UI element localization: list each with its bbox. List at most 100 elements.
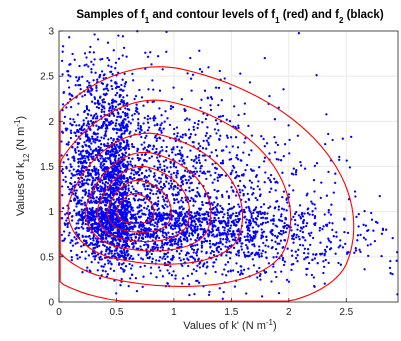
sample-point (290, 268, 293, 272)
sample-point (232, 230, 235, 234)
sample-point (155, 276, 158, 279)
sample-point (84, 222, 87, 226)
sample-point (120, 160, 123, 163)
sample-point (275, 275, 278, 279)
sample-point (93, 168, 97, 171)
sample-point (125, 249, 129, 252)
sample-point (81, 95, 84, 98)
sample-point (87, 88, 90, 92)
sample-point (149, 188, 152, 191)
sample-point (215, 241, 218, 245)
sample-point (101, 236, 105, 239)
sample-point (315, 162, 319, 165)
sample-point (119, 233, 122, 236)
sample-point (280, 270, 283, 273)
sample-point (225, 274, 228, 277)
sample-point (210, 231, 213, 234)
sample-point (155, 139, 158, 143)
sample-point (391, 236, 394, 240)
sample-point (81, 210, 84, 214)
sample-point (114, 219, 118, 222)
sample-point (253, 245, 256, 248)
sample-point (118, 102, 122, 106)
sample-point (111, 73, 114, 76)
sample-point (256, 215, 260, 218)
sample-point (177, 213, 180, 216)
sample-point (185, 181, 189, 184)
sample-point (232, 246, 236, 250)
sample-point (244, 137, 247, 140)
sample-point (277, 231, 281, 235)
sample-point (87, 137, 90, 140)
sample-point (245, 163, 249, 167)
sample-point (112, 198, 115, 201)
sample-point (174, 219, 177, 222)
sample-point (144, 179, 148, 182)
sample-point (172, 171, 176, 175)
sample-point (130, 254, 133, 258)
sample-point (113, 145, 116, 148)
sample-point (68, 188, 71, 191)
sample-point (265, 235, 268, 238)
sample-point (132, 79, 135, 82)
sample-point (101, 211, 105, 215)
sample-point (195, 170, 199, 173)
sample-point (282, 263, 286, 267)
sample-point (220, 254, 223, 257)
sample-point (143, 226, 146, 230)
sample-point (131, 118, 134, 121)
sample-point (359, 233, 362, 237)
sample-point (140, 143, 143, 146)
sample-point (154, 202, 158, 206)
sample-point (260, 205, 263, 209)
sample-point (105, 127, 108, 130)
sample-point (173, 222, 176, 225)
sample-point (104, 197, 107, 200)
sample-point (319, 241, 322, 244)
sample-point (158, 128, 161, 131)
sample-point (124, 265, 128, 268)
sample-point (246, 238, 250, 242)
sample-point (125, 129, 129, 132)
sample-point (122, 262, 125, 265)
sample-point (261, 221, 265, 225)
contour-level (116, 192, 155, 225)
sample-point (182, 217, 185, 220)
sample-point (137, 159, 140, 162)
sample-point (147, 126, 151, 129)
sample-point (197, 123, 200, 126)
sample-point (92, 197, 96, 200)
sample-point (106, 218, 109, 222)
sample-point (194, 225, 197, 228)
sample-point (81, 75, 84, 78)
sample-point (148, 168, 151, 171)
sample-point (73, 120, 76, 124)
sample-point (142, 148, 145, 151)
sample-point (95, 89, 98, 92)
sample-point (219, 241, 222, 244)
sample-point (151, 233, 155, 236)
sample-point (101, 181, 104, 185)
sample-point (231, 189, 234, 192)
sample-point (313, 190, 316, 193)
sample-point (381, 228, 385, 232)
sample-point (281, 256, 285, 260)
sample-point (104, 181, 108, 184)
sample-point (311, 210, 314, 213)
sample-point (75, 124, 78, 127)
sample-point (186, 274, 190, 278)
sample-point (152, 119, 156, 122)
sample-point (250, 212, 253, 215)
sample-point (129, 267, 133, 270)
sample-point (91, 181, 94, 184)
sample-point (84, 143, 87, 147)
sample-point (243, 216, 246, 219)
sample-point (132, 225, 135, 229)
sample-point (79, 137, 82, 140)
sample-point (249, 235, 252, 239)
sample-point (91, 195, 95, 198)
sample-point (114, 61, 118, 64)
sample-point (124, 114, 127, 117)
sample-point (174, 153, 177, 156)
sample-point (103, 110, 106, 113)
